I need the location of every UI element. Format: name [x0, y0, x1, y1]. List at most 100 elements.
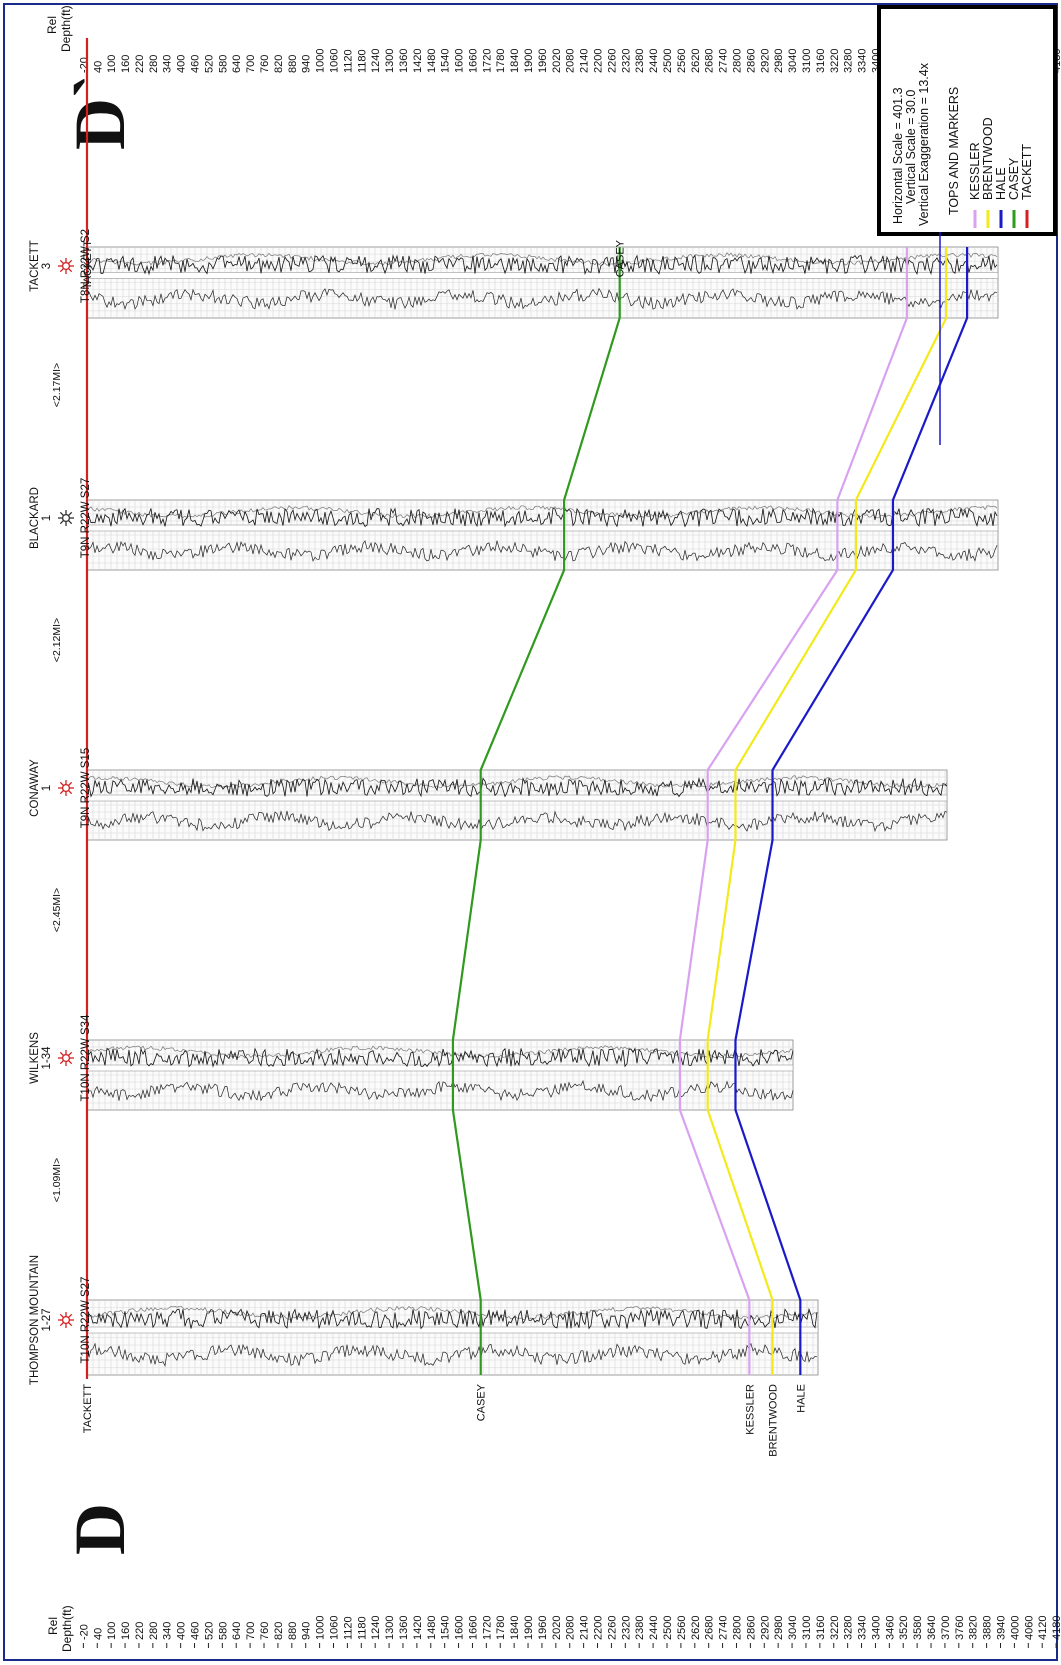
depth-tick-label: 2080 — [565, 1616, 577, 1640]
gas-well-icon — [58, 258, 74, 274]
depth-tick-label: 2860 — [745, 49, 757, 73]
well-symbol-center — [61, 1315, 71, 1325]
depth-tick-label: 1720 — [481, 1616, 493, 1640]
marker-label-brentwood: BRENTWOOD — [768, 1384, 780, 1457]
well-number: 1-34 — [41, 1046, 53, 1070]
legend-item-label: KESSLER — [968, 142, 982, 200]
depth-tick-label: 2500 — [662, 49, 674, 73]
legend-items: KESSLER BRENTWOOD HALE CASEY TACKETT — [968, 117, 1034, 228]
depth-tick-label: 3160 — [815, 49, 827, 73]
depth-tick-label: 3040 — [787, 49, 799, 73]
depth-tick-label: 1060 — [328, 49, 340, 73]
depth-axis-label-rel: Rel — [46, 1617, 60, 1635]
depth-tick-label: 880 — [287, 1622, 299, 1640]
marker-label-hale: HALE — [795, 1384, 807, 1413]
depth-tick-label: 520 — [203, 55, 215, 73]
depth-tick-label: 2080 — [565, 49, 577, 73]
depth-tick-label: 1840 — [509, 49, 521, 73]
depth-tick-label: 3760 — [954, 1616, 966, 1640]
depth-tick-label: 3880 — [982, 1616, 994, 1640]
depth-tick-label: 3640 — [926, 1616, 938, 1640]
depth-tick-label: 1900 — [523, 1616, 535, 1640]
depth-tick-label: 400 — [176, 55, 188, 73]
depth-tick-label: 760 — [259, 1622, 271, 1640]
depth-tick-label: 700 — [245, 1622, 257, 1640]
depth-tick-label: 3520 — [898, 1616, 910, 1640]
depth-tick-label: 820 — [273, 1622, 285, 1640]
well-location: T9N R22W S15 — [80, 748, 92, 829]
well-logs — [86, 246, 999, 1376]
depth-tick-label: 4180 — [1051, 1616, 1061, 1640]
depth-tick-label: 2200 — [593, 1616, 605, 1640]
depth-tick-label: 280 — [148, 1622, 160, 1640]
marker-line-hale — [734, 247, 969, 1375]
gas-well-icon — [58, 780, 74, 796]
depth-tick-label: 3100 — [801, 49, 813, 73]
well-spacing-label: <2.17MI> — [51, 363, 63, 407]
depth-tick-label: 2680 — [704, 1616, 716, 1640]
depth-tick-label: 1600 — [454, 1616, 466, 1640]
depth-tick-label: 1960 — [537, 1616, 549, 1640]
depth-axis-label-depth: Depth(ft) — [59, 5, 73, 52]
well-name: TACKETT — [29, 240, 41, 292]
depth-tick-label: 1600 — [454, 49, 466, 73]
well-name: BLACKARD — [29, 487, 41, 549]
log-curve — [86, 507, 998, 528]
depth-tick-label: 1000 — [315, 49, 327, 73]
depth-tick-label: 2680 — [704, 49, 716, 73]
depth-tick-label: 4000 — [1009, 1616, 1021, 1640]
section-start-letter: D — [60, 1503, 140, 1555]
depth-axis-label-depth: Depth(ft) — [60, 1605, 74, 1652]
depth-tick-label: 1180 — [356, 1616, 368, 1640]
legend-item-label: TACKETT — [1020, 144, 1034, 200]
well-location: T8N R22W S2 — [80, 229, 92, 303]
depth-tick-label: 760 — [259, 55, 271, 73]
log-curve — [86, 505, 998, 519]
depth-axis-label-rel: Rel — [45, 16, 59, 34]
depth-tick-label: 3280 — [843, 1616, 855, 1640]
depth-tick-label: 1660 — [467, 49, 479, 73]
well-symbol-center — [61, 783, 71, 793]
depth-tick-label: 1540 — [440, 49, 452, 73]
depth-tick-label: 2140 — [579, 49, 591, 73]
log-depth-track — [86, 1326, 819, 1334]
log-curve — [86, 254, 998, 276]
depth-tick-label: 400 — [176, 1622, 188, 1640]
depth-tick-label: 640 — [231, 55, 243, 73]
well-symbol-center — [61, 261, 71, 271]
depth-tick-label: 2380 — [634, 49, 646, 73]
well-name: WILKENS — [29, 1032, 41, 1084]
page-frame — [3, 3, 1058, 1661]
depth-tick-label: 40 — [92, 1628, 104, 1640]
depth-tick-label: 3340 — [857, 49, 869, 73]
depth-tick-label: 460 — [190, 55, 202, 73]
marker-line-brentwood — [706, 247, 948, 1375]
log-depth-track — [86, 272, 999, 279]
well-log-panel — [86, 1039, 794, 1111]
log-curve — [86, 1342, 818, 1367]
depth-tick-label: 3040 — [787, 1616, 799, 1640]
depth-tick-label: 220 — [134, 1622, 146, 1640]
well-location: T9N R22W S27 — [80, 478, 92, 559]
legend-horizontal-scale: Horizontal Scale = 401.3 — [891, 87, 905, 224]
well-symbol-center — [61, 1053, 71, 1063]
depth-tick-label: 2020 — [551, 1616, 563, 1640]
well-number: 1-27 — [41, 1308, 53, 1331]
depth-tick-label: 460 — [190, 1622, 202, 1640]
depth-tick-label: 2380 — [634, 1616, 646, 1640]
depth-tick-label: 160 — [120, 55, 132, 73]
well-log-panel — [86, 769, 948, 841]
depth-tick-label: 1240 — [370, 1616, 382, 1640]
legend-box — [877, 5, 1057, 236]
depth-tick-label: 2320 — [620, 49, 632, 73]
gas-well-icon — [58, 1312, 74, 1328]
depth-tick-label: 2740 — [718, 1616, 730, 1640]
depth-tick-label: -20 — [78, 57, 90, 73]
legend-item-label: CASEY — [1007, 157, 1021, 200]
depth-tick-label: 2140 — [579, 1616, 591, 1640]
well-location: T10N R22W S27 — [80, 1277, 92, 1364]
depth-tick-label: 940 — [301, 55, 313, 73]
depth-tick-label: 520 — [203, 1622, 215, 1640]
well-name: THOMPSON MOUNTAIN — [29, 1255, 41, 1385]
